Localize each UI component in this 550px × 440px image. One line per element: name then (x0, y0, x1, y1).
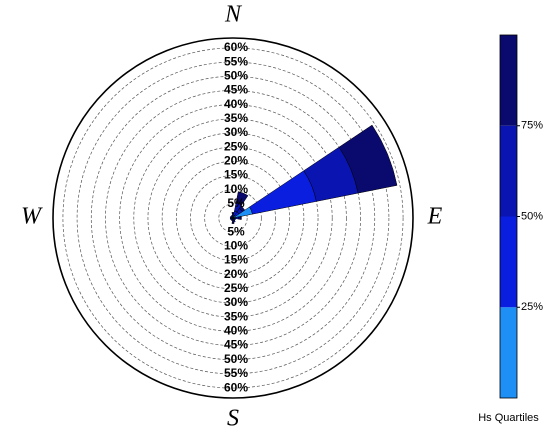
ring-label: 35% (224, 309, 248, 323)
ring-label: 60% (224, 380, 248, 394)
sector (235, 191, 249, 206)
ring-label: 50% (224, 352, 248, 366)
colorbar-title: Hs Quartiles (478, 412, 539, 424)
grid-ring (204, 189, 262, 247)
sector (231, 221, 235, 224)
ring-label: 15% (224, 168, 248, 182)
direction-label: E (427, 204, 443, 230)
grid-ring (133, 118, 333, 318)
grid-ring (190, 175, 276, 261)
ring-label: 25% (224, 139, 248, 153)
sector (231, 214, 234, 218)
ring-label: 5% (227, 224, 245, 238)
colorbar-band (500, 216, 517, 308)
sector (239, 216, 242, 220)
colorbar-tick-label: 25% (521, 301, 543, 313)
ring-label: 35% (224, 111, 248, 125)
grid-ring (105, 90, 361, 346)
ring-label: 10% (224, 182, 248, 196)
sector (338, 124, 398, 194)
ring-label: 10% (224, 239, 248, 253)
ring-label: 5% (227, 196, 245, 210)
ring-label: 40% (224, 97, 248, 111)
ring-label: 45% (224, 83, 248, 97)
direction-label: S (227, 406, 239, 432)
colorbar-band (500, 307, 517, 398)
outer-circle (52, 37, 414, 399)
ring-label: 20% (224, 267, 248, 281)
ring-label: 30% (224, 295, 248, 309)
colorbar-tick-label: 50% (521, 210, 543, 222)
grid-ring (90, 75, 376, 361)
sector (235, 216, 239, 220)
direction-label: W (21, 204, 43, 230)
colorbar-tick-label: 75% (521, 120, 543, 132)
ring-label: 40% (224, 324, 248, 338)
ring-label: 30% (224, 125, 248, 139)
colorbar-band (500, 125, 517, 217)
ring-label: 25% (224, 281, 248, 295)
sector (249, 170, 317, 215)
ring-label: 55% (224, 366, 248, 380)
grid-ring (147, 132, 319, 304)
ring-label: 15% (224, 253, 248, 267)
ring-label: 50% (224, 68, 248, 82)
grid-ring (76, 61, 390, 375)
grid-ring (62, 47, 404, 389)
grid-ring (218, 203, 248, 233)
ring-label: 45% (224, 338, 248, 352)
grid-ring (119, 104, 347, 332)
ring-label: 20% (224, 153, 248, 167)
grid-ring (175, 160, 291, 276)
grid-ring (161, 146, 305, 290)
colorbar-band (500, 35, 517, 126)
ring-label: 60% (224, 40, 248, 54)
direction-label: N (224, 2, 243, 28)
ring-label: 55% (224, 54, 248, 68)
